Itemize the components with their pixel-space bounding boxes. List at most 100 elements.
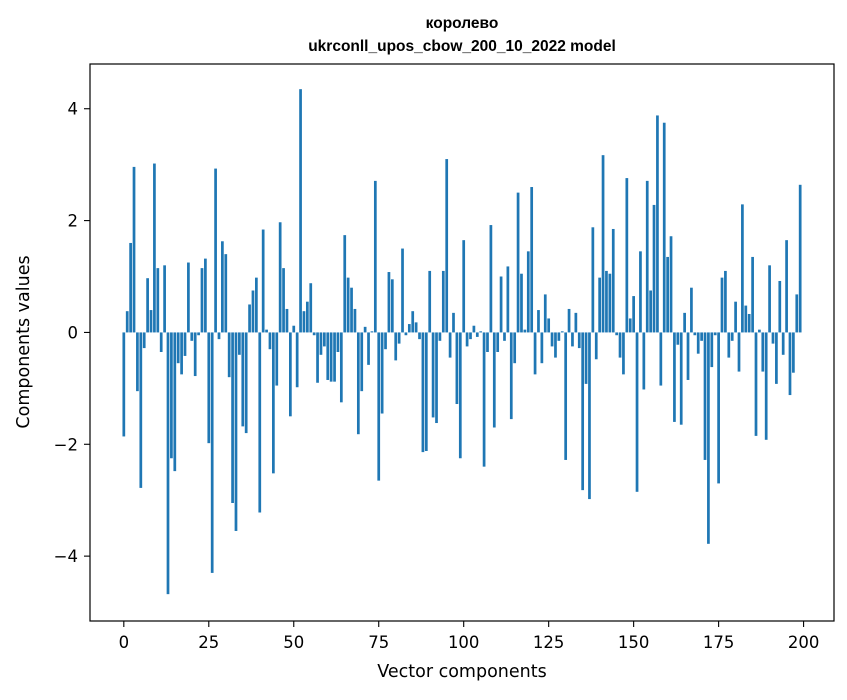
bar-55 (309, 283, 313, 333)
bar-85 (411, 311, 415, 333)
bar-34 (238, 332, 241, 355)
bar-197 (792, 332, 795, 373)
bar-69 (356, 332, 360, 435)
bar-67 (350, 287, 353, 333)
bar-162 (673, 332, 676, 422)
bar-155 (649, 290, 652, 333)
bar-21 (193, 332, 197, 377)
bar-92 (435, 332, 438, 424)
bar-178 (727, 332, 731, 358)
bar-30 (224, 254, 228, 333)
bar-170 (700, 332, 703, 341)
bar-106 (482, 332, 486, 467)
bar-188 (761, 332, 765, 372)
bar-151 (635, 332, 639, 492)
bar-18 (183, 332, 187, 356)
bar-148 (625, 178, 629, 333)
bar-8 (149, 310, 153, 333)
bar-168 (693, 332, 697, 336)
bar-105 (479, 331, 483, 333)
bar-11 (159, 332, 163, 352)
bar-89 (424, 332, 428, 451)
bar-43 (268, 332, 272, 350)
bar-114 (509, 332, 513, 420)
bar-80 (394, 332, 398, 361)
bar-0 (122, 332, 126, 437)
bar-91 (431, 332, 435, 418)
bar-121 (533, 332, 537, 375)
bar-74 (373, 180, 377, 333)
bar-164 (679, 332, 683, 425)
bar-135 (581, 332, 585, 491)
bar-199 (798, 184, 802, 333)
bar-189 (764, 332, 768, 440)
bar-99 (458, 332, 462, 459)
chart-title-line-1: королево (426, 15, 499, 32)
bar-98 (455, 332, 459, 405)
bar-78 (387, 272, 391, 333)
bar-190 (768, 265, 771, 333)
bar-107 (486, 332, 489, 352)
bar-182 (741, 204, 744, 333)
x-axis-ticks: 0 25 50 75 100 125 150 175 200 (119, 621, 820, 652)
bar-104 (475, 332, 479, 337)
bar-95 (445, 159, 449, 333)
bar-196 (788, 332, 792, 396)
bar-198 (795, 294, 799, 333)
bar-113 (506, 266, 510, 333)
bar-97 (452, 312, 455, 333)
x-tick-label: 200 (788, 633, 820, 652)
bar-180 (734, 301, 737, 333)
bar-63 (336, 332, 340, 352)
bars-group (122, 89, 802, 595)
bar-179 (730, 332, 734, 341)
bar-96 (448, 332, 452, 358)
bar-40 (258, 332, 262, 513)
bar-90 (428, 270, 432, 333)
bar-129 (560, 331, 564, 333)
bar-183 (744, 305, 748, 333)
bar-19 (187, 262, 190, 333)
bar-142 (605, 270, 608, 333)
bar-171 (703, 332, 707, 460)
bar-7 (146, 278, 149, 333)
bar-163 (676, 332, 680, 345)
bar-147 (622, 332, 625, 375)
bar-58 (319, 332, 323, 355)
bar-176 (720, 277, 724, 333)
bar-173 (710, 332, 714, 368)
bar-193 (778, 280, 782, 333)
bar-27 (214, 168, 217, 333)
bar-134 (577, 332, 581, 349)
bar-138 (591, 227, 595, 333)
bar-174 (713, 332, 717, 336)
bar-132 (571, 332, 574, 347)
bar-12 (163, 265, 166, 333)
bar-125 (547, 318, 551, 333)
x-tick-label: 175 (703, 633, 735, 652)
bar-25 (207, 332, 211, 444)
bar-166 (686, 332, 690, 380)
x-tick-label: 150 (618, 633, 650, 652)
bar-86 (414, 322, 418, 333)
bar-20 (190, 332, 194, 341)
y-axis-ticks: −4 −2 0 2 4 (54, 100, 90, 566)
bar-87 (418, 332, 421, 340)
bar-75 (377, 332, 381, 481)
bar-2 (129, 242, 132, 333)
bar-65 (343, 235, 347, 333)
bar-17 (180, 332, 183, 375)
bar-177 (724, 270, 727, 333)
bar-51 (295, 332, 299, 388)
bar-60 (326, 332, 330, 380)
bar-15 (173, 332, 177, 472)
bar-157 (656, 115, 659, 333)
bar-84 (407, 324, 411, 333)
bar-186 (754, 332, 758, 436)
bar-5 (139, 332, 143, 488)
y-tick-label: 2 (68, 212, 79, 231)
bar-110 (496, 332, 500, 352)
bar-187 (758, 329, 761, 333)
